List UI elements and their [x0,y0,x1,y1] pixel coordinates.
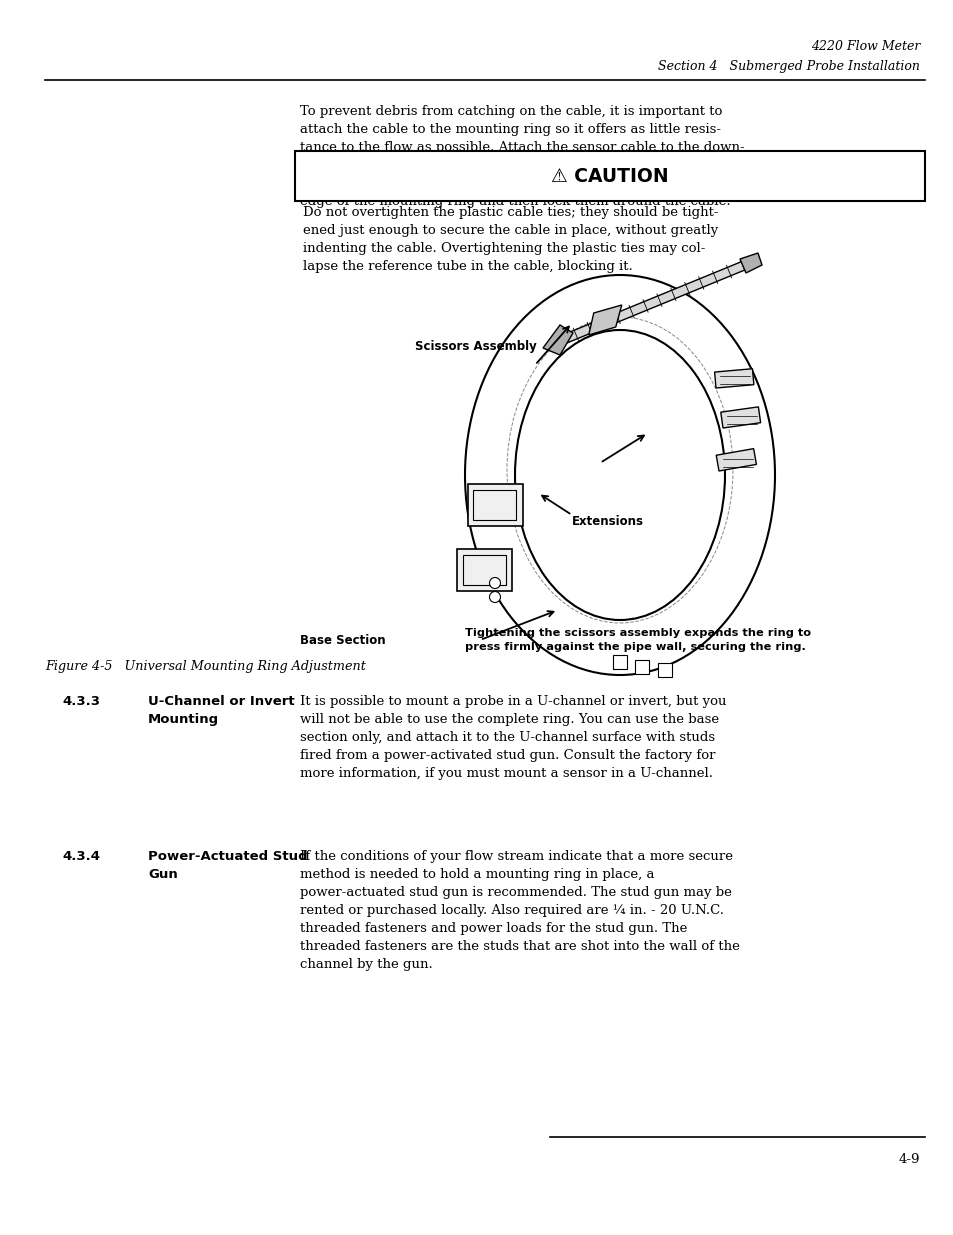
Text: 4-9: 4-9 [898,1153,919,1166]
Text: Power-Actuated Stud
Gun: Power-Actuated Stud Gun [148,850,307,881]
Text: Base Section: Base Section [299,634,385,646]
Text: Section 4   Submerged Probe Installation: Section 4 Submerged Probe Installation [658,61,919,73]
Text: Do not overtighten the plastic cable ties; they should be tight-
ened just enoug: Do not overtighten the plastic cable tie… [303,206,718,273]
Ellipse shape [515,330,724,620]
Text: Figure 4-5   Universal Mounting Ring Adjustment: Figure 4-5 Universal Mounting Ring Adjus… [45,659,366,673]
Text: To prevent debris from catching on the cable, it is important to
attach the cabl: To prevent debris from catching on the c… [299,105,744,207]
Bar [463,555,506,585]
Text: 4.3.4: 4.3.4 [62,850,100,863]
Text: U-Channel or Invert
Mounting: U-Channel or Invert Mounting [148,695,294,726]
Text: 4220 Flow Meter: 4220 Flow Meter [810,40,919,53]
Bar [457,550,512,592]
Bar [714,369,753,388]
Polygon shape [542,325,573,354]
Bar [473,490,516,520]
Bar [720,406,760,429]
Text: ⚠ CAUTION: ⚠ CAUTION [551,167,668,185]
Polygon shape [588,305,621,335]
Text: 4.3.3: 4.3.3 [62,695,100,708]
Text: Extensions: Extensions [572,515,643,529]
Text: Scissors Assembly: Scissors Assembly [415,341,537,353]
Bar [635,659,648,674]
Text: Tightening the scissors assembly expands the ring to
press firmly against the pi: Tightening the scissors assembly expands… [464,629,810,652]
Bar [467,484,522,526]
Circle shape [489,592,500,603]
Bar [613,655,626,669]
Bar [658,663,671,677]
Circle shape [489,578,500,589]
Text: It is possible to mount a probe in a U-channel or invert, but you
will not be ab: It is possible to mount a probe in a U-c… [299,695,726,781]
Bar [294,151,924,201]
Polygon shape [553,259,751,347]
Text: If the conditions of your flow stream indicate that a more secure
method is need: If the conditions of your flow stream in… [299,850,740,971]
Polygon shape [740,253,761,273]
Ellipse shape [464,275,774,676]
Bar [716,448,756,471]
